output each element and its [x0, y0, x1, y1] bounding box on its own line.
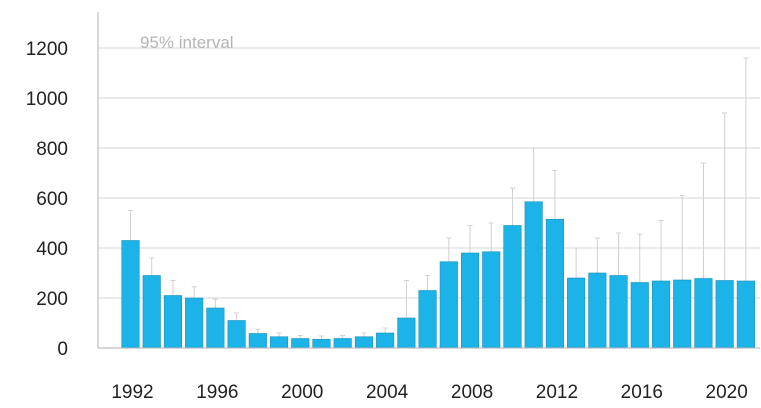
bar-2008	[460, 252, 480, 349]
bar-2005	[397, 317, 416, 349]
y-tick-label-200: 200	[36, 289, 68, 310]
bar-1997	[227, 320, 246, 349]
bar-2003	[354, 336, 373, 349]
bar-1996	[206, 307, 225, 349]
y-tick-label-600: 600	[36, 189, 68, 210]
bar-2012	[545, 218, 564, 349]
y-tick-label-0: 0	[57, 339, 68, 360]
bar-2002	[333, 338, 352, 349]
bar-1995	[185, 297, 204, 349]
x-tick-label-2012: 2012	[536, 382, 578, 403]
bar-1992	[121, 240, 140, 349]
x-tick-label-2008: 2008	[451, 382, 493, 403]
bar-2019	[694, 278, 713, 349]
x-tick-label-2016: 2016	[621, 382, 663, 403]
bar-2001	[312, 338, 331, 349]
bar-2015	[609, 275, 628, 349]
x-tick-label-2004: 2004	[366, 382, 409, 403]
bar-2006	[418, 290, 437, 349]
bar-2018	[673, 279, 692, 349]
y-tick-label-800: 800	[36, 139, 68, 160]
y-tick-label-1200: 1200	[26, 39, 68, 60]
bar-2020	[715, 280, 734, 349]
bar-2011	[524, 201, 543, 349]
y-tick-label-1000: 1000	[26, 89, 68, 110]
bar-1994	[163, 295, 182, 349]
x-tick-label-2000: 2000	[281, 382, 323, 403]
bar-2014	[588, 272, 607, 349]
bar-2010	[503, 225, 522, 349]
annotation-95-interval: 95% interval	[140, 33, 234, 52]
bar-2016	[630, 282, 649, 349]
bar-1993	[142, 275, 161, 349]
bar-2007	[439, 261, 458, 349]
bar-2009	[482, 251, 501, 349]
bar-2000	[291, 338, 310, 349]
bar-2021	[736, 280, 755, 349]
bar-1999	[269, 336, 289, 349]
bar-1998	[248, 333, 267, 349]
y-tick-label-400: 400	[36, 239, 68, 260]
x-tick-label-1996: 1996	[196, 382, 238, 403]
x-tick-label-1992: 1992	[111, 382, 153, 403]
bar-2004	[376, 332, 395, 349]
bar-2013	[567, 277, 586, 349]
bar-2017	[651, 280, 671, 349]
x-tick-label-2020: 2020	[706, 382, 748, 403]
